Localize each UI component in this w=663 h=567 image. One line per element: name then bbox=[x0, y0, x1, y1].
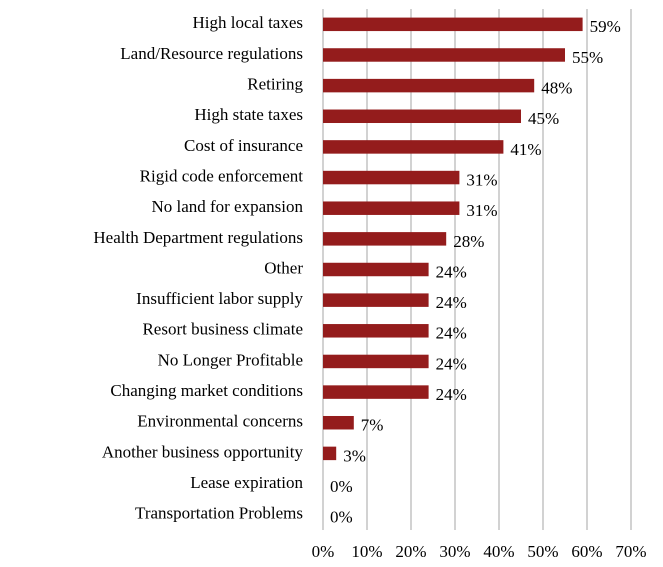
data-label: 31% bbox=[466, 170, 497, 189]
data-label: 24% bbox=[436, 324, 467, 343]
bar bbox=[323, 201, 460, 215]
y-tick-label: Land/Resource regulations bbox=[120, 44, 303, 63]
data-label: 24% bbox=[436, 262, 467, 281]
data-label: 24% bbox=[436, 385, 467, 404]
bar bbox=[323, 324, 429, 338]
bar bbox=[323, 48, 565, 62]
y-tick-label: No land for expansion bbox=[151, 197, 303, 216]
bar bbox=[323, 17, 583, 32]
data-label: 0% bbox=[330, 508, 353, 527]
data-label: 48% bbox=[541, 79, 572, 98]
x-tick-label: 20% bbox=[395, 542, 426, 561]
x-tick-label: 40% bbox=[483, 542, 514, 561]
x-tick-label: 50% bbox=[527, 542, 558, 561]
bar bbox=[323, 415, 354, 430]
data-label: 24% bbox=[436, 293, 467, 312]
data-label: 59% bbox=[590, 17, 621, 36]
y-tick-label: Rigid code enforcement bbox=[140, 166, 304, 185]
bar bbox=[323, 293, 429, 307]
y-tick-label: Retiring bbox=[247, 75, 303, 94]
y-tick-label: Cost of insurance bbox=[184, 136, 303, 155]
bar bbox=[323, 78, 535, 93]
y-tick-label: High local taxes bbox=[193, 13, 303, 32]
data-label: 3% bbox=[343, 446, 366, 465]
bar bbox=[323, 140, 504, 154]
data-label: 55% bbox=[572, 48, 603, 67]
y-tick-label: Insufficient labor supply bbox=[136, 289, 303, 308]
y-tick-label: Lease expiration bbox=[190, 473, 303, 492]
bar bbox=[323, 262, 429, 277]
x-tick-label: 0% bbox=[312, 542, 335, 561]
data-label: 24% bbox=[436, 354, 467, 373]
y-tick-label: Another business opportunity bbox=[102, 442, 304, 461]
x-tick-label: 10% bbox=[351, 542, 382, 561]
data-label: 7% bbox=[361, 416, 384, 435]
y-tick-label: Health Department regulations bbox=[93, 228, 303, 247]
y-tick-label: Transportation Problems bbox=[135, 504, 303, 523]
x-tick-label: 30% bbox=[439, 542, 470, 561]
bar bbox=[323, 354, 429, 369]
y-tick-label: Other bbox=[264, 258, 303, 277]
bar bbox=[323, 170, 460, 185]
data-label: 0% bbox=[330, 477, 353, 496]
bar bbox=[323, 109, 521, 124]
data-label: 41% bbox=[510, 140, 541, 159]
bar bbox=[323, 232, 447, 246]
y-tick-label: No Longer Profitable bbox=[158, 350, 303, 369]
y-tick-label: Resort business climate bbox=[142, 320, 303, 339]
data-label: 28% bbox=[453, 232, 484, 251]
y-tick-label: Environmental concerns bbox=[137, 412, 303, 431]
data-label: 31% bbox=[466, 201, 497, 220]
bar bbox=[323, 446, 337, 461]
y-tick-label: Changing market conditions bbox=[110, 381, 303, 400]
y-tick-label: High state taxes bbox=[194, 105, 303, 124]
x-tick-label: 70% bbox=[615, 542, 646, 561]
x-tick-label: 60% bbox=[571, 542, 602, 561]
data-label: 45% bbox=[528, 109, 559, 128]
bar bbox=[323, 385, 429, 399]
